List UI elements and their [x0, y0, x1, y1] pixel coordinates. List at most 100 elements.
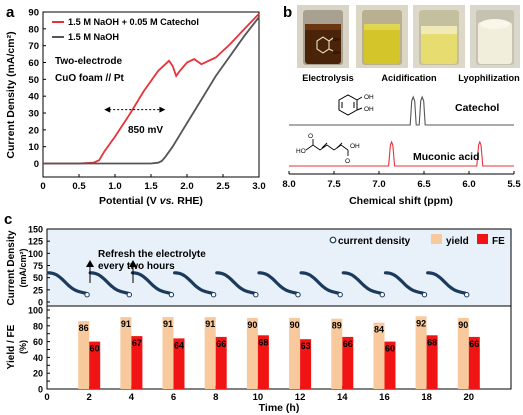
- panel-c-top-y-ticks: 0 25 50 75 100 125 150: [28, 225, 50, 308]
- panel-c-x-ticks: 0 2 4 6 8 10 12 14 16 18 20: [44, 386, 474, 403]
- x-tick-label: 10: [253, 392, 264, 403]
- current-density-segment: [257, 271, 300, 296]
- current-density-end-marker: [379, 292, 385, 298]
- caption-acidification: Acidification: [381, 73, 437, 83]
- current-density-segment: [215, 271, 258, 296]
- current-density-series: [46, 271, 470, 298]
- panel-a-y-label: Current Density (mA/cm²): [5, 31, 17, 158]
- yield-bar: [246, 317, 258, 389]
- yield-value-label: 90: [458, 320, 468, 330]
- refresh-note-line-2: every two hours: [98, 261, 175, 272]
- spectrum-catechol: [289, 95, 514, 126]
- label-muconic-acid: Muconic acid: [413, 151, 480, 163]
- x-tick-label: 5.5: [507, 179, 521, 190]
- label-catechol: Catechol: [455, 102, 499, 114]
- svg-text:O: O: [345, 158, 350, 165]
- current-density-segment: [130, 271, 173, 296]
- current-density-segment: [299, 271, 342, 296]
- panel-b-x-label: Chemical shift (ppm): [349, 195, 453, 207]
- fe-bar: [342, 336, 354, 389]
- panel-c-top-y-label-2: (mA/cm²): [18, 248, 28, 287]
- fe-value-label: 66: [469, 339, 479, 349]
- x-tick-label: 1.5: [144, 181, 158, 192]
- x-tick-label: 2.5: [216, 181, 230, 192]
- yield-value-label: 90: [290, 320, 300, 330]
- muconic-acid-structure-icon: [305, 139, 349, 156]
- annotation-cuo-foam: CuO foam // Pt: [55, 73, 125, 84]
- panel-a-series: [43, 13, 260, 165]
- legend-label-fe: FE: [492, 236, 505, 247]
- fe-bar: [300, 339, 312, 389]
- panel-a-x-ticks: 0 0.5 1.0 1.5 2.0 2.5 3.0: [40, 174, 266, 192]
- x-tick-label: 18: [421, 392, 432, 403]
- y-tick-label: 100: [28, 306, 43, 316]
- current-density-segment: [383, 271, 427, 296]
- current-density-end-marker: [126, 292, 133, 298]
- yield-bar: [162, 317, 174, 389]
- series-line-naoh: [43, 16, 260, 165]
- panel-a-x-label: Potential (V vs. RHE): [99, 195, 203, 207]
- y-tick-label: 50: [28, 75, 39, 86]
- x-tick-label: 8: [213, 392, 218, 403]
- fe-bar: [384, 341, 396, 389]
- refresh-note-line-1: Refresh the electrolyte: [98, 249, 206, 260]
- y-tick-label: 80: [28, 24, 39, 35]
- yield-value-label: 86: [79, 323, 89, 333]
- svg-text:OH: OH: [333, 37, 340, 42]
- fe-value-label: 60: [90, 344, 100, 354]
- x-tick-label: 7.5: [327, 179, 341, 190]
- x-tick-label: 6.5: [417, 179, 431, 190]
- panel-c-x-label: Time (h): [259, 402, 300, 414]
- svg-text:O: O: [308, 133, 313, 140]
- y-tick-label: 0: [38, 298, 43, 308]
- y-tick-label: 60: [33, 337, 43, 347]
- y-tick-label: 20: [33, 369, 43, 379]
- current-density-segment: [88, 271, 131, 296]
- yield-bar: [331, 318, 343, 389]
- panel-a-legend: 1.5 M NaOH + 0.05 M Catechol 1.5 M NaOH: [52, 17, 199, 42]
- x-tick-label: 20: [464, 392, 475, 403]
- fe-bar: [89, 341, 101, 389]
- svg-text:HO: HO: [296, 148, 306, 155]
- panel-c-top-y-label-1: Current Density: [6, 230, 17, 305]
- x-tick-label: 8.0: [282, 179, 295, 190]
- yield-value-label: 91: [205, 319, 215, 329]
- current-density-end-marker: [421, 292, 428, 298]
- annotation-two-electrode: Two-electrode: [55, 56, 122, 67]
- y-tick-label: 25: [33, 285, 43, 295]
- y-tick-label: 0: [34, 159, 39, 170]
- photo-acidification-1: [356, 5, 408, 68]
- panel-c-letter: c: [4, 211, 12, 228]
- fe-bar: [131, 336, 143, 389]
- refresh-note: Refresh the electrolyte every two hours: [86, 249, 206, 283]
- y-tick-label: 80: [33, 321, 43, 331]
- panel-c-bottom-y-label-2: (%): [18, 340, 28, 354]
- series-line-catechol: [43, 13, 260, 165]
- caption-electrolysis: Electrolysis: [302, 73, 354, 83]
- fe-value-label: 67: [132, 338, 142, 348]
- svg-text:OH: OH: [364, 106, 374, 113]
- fe-value-label: 66: [216, 339, 226, 349]
- x-tick-label: 14: [337, 392, 348, 403]
- current-density-end-marker: [295, 292, 301, 298]
- panel-b-x-ticks: 8.0 7.5 7.0 6.5 6.0 5.5: [282, 171, 521, 190]
- fe-value-label: 60: [385, 344, 395, 354]
- overpotential-label: 850 mV: [128, 125, 163, 136]
- y-tick-label: 40: [33, 353, 43, 363]
- photo-acidification-2: [413, 5, 465, 68]
- svg-text:OH: OH: [364, 94, 374, 101]
- yield-bar: [78, 321, 90, 389]
- y-tick-label: 60: [28, 58, 39, 69]
- x-tick-label: 0: [44, 392, 49, 403]
- y-tick-label: 90: [28, 8, 39, 19]
- yield-bar: [373, 322, 385, 389]
- catechol-structure-icon: [338, 94, 363, 116]
- current-density-end-marker: [253, 292, 259, 298]
- current-density-end-marker: [84, 292, 90, 298]
- panel-b: b OH OH: [282, 4, 521, 207]
- fe-value-label: 68: [258, 337, 268, 347]
- svg-text:OH: OH: [350, 143, 360, 150]
